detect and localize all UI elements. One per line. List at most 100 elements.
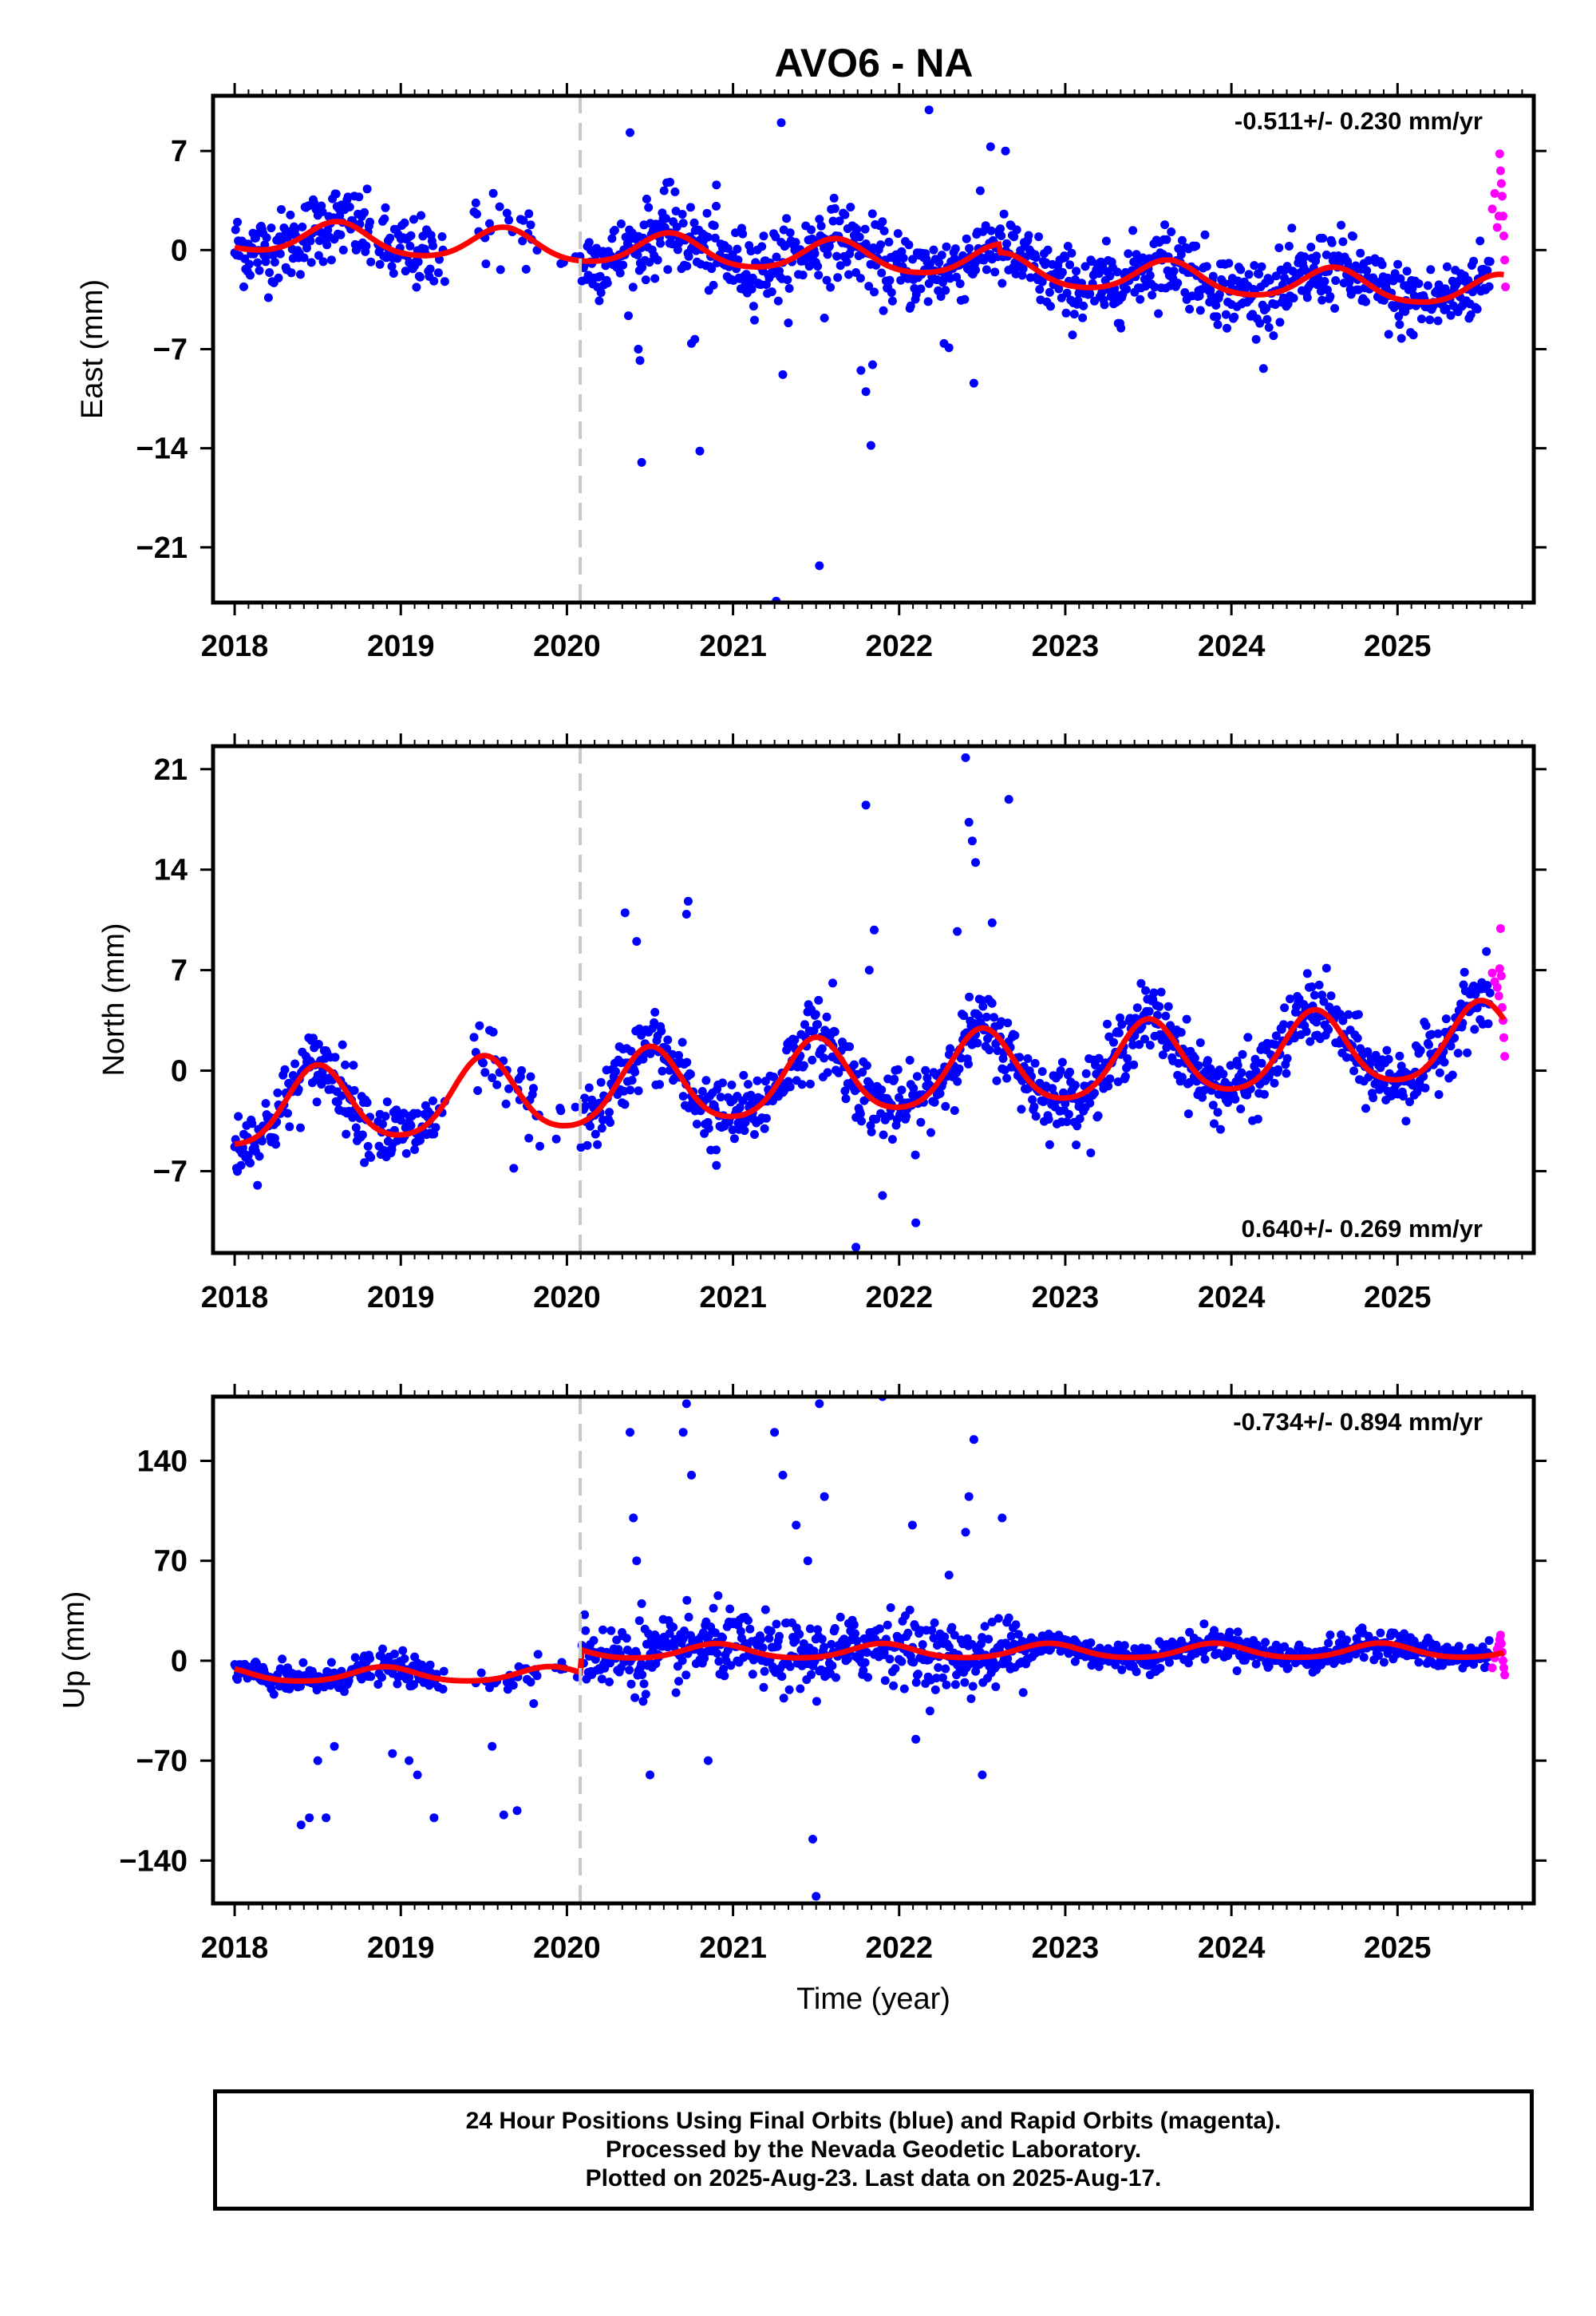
north-data-point <box>1259 1089 1269 1099</box>
east-data-point <box>244 259 254 269</box>
east-data-point <box>1425 315 1435 325</box>
east-data-point <box>1287 223 1297 233</box>
east-data-point <box>707 264 717 274</box>
east-data-point <box>1264 322 1274 332</box>
north-rate-label: 0.640+/- 0.269 mm/yr <box>1242 1215 1483 1243</box>
up-data-point <box>760 1605 770 1614</box>
north-data-point <box>283 1109 292 1118</box>
up-data-point <box>785 1662 795 1671</box>
east-data-point <box>798 271 808 280</box>
east-data-point <box>1061 308 1071 318</box>
up-outlier-point <box>330 1741 339 1751</box>
north-data-point <box>330 1053 340 1062</box>
east-data-point <box>239 282 248 291</box>
up-data-point <box>918 1640 927 1650</box>
north-data-point <box>535 1141 544 1151</box>
east-data-point <box>335 211 345 220</box>
north-data-point <box>1324 1025 1333 1034</box>
north-data-point <box>285 1122 294 1132</box>
east-data-point <box>668 239 677 249</box>
east-data-point <box>904 240 914 250</box>
east-data-point <box>1433 316 1443 326</box>
caption-line-1: 24 Hour Positions Using Final Orbits (bl… <box>465 2108 1282 2134</box>
up-data-point <box>947 1622 957 1632</box>
up-data-point <box>885 1654 895 1664</box>
north-data-point <box>674 1050 683 1060</box>
east-data-point <box>1283 299 1293 309</box>
north-data-point <box>363 1141 373 1151</box>
north-data-point <box>728 1125 737 1135</box>
north-data-point <box>820 1053 829 1063</box>
east-data-point <box>644 203 654 212</box>
north-data-point <box>1028 1095 1037 1105</box>
north-data-point <box>255 1152 264 1161</box>
east-data-point <box>1331 276 1341 285</box>
up-data-point <box>925 1706 934 1716</box>
north-data-point <box>1226 1061 1235 1070</box>
up-data-point <box>795 1630 804 1639</box>
north-data-point <box>1190 1053 1199 1063</box>
north-outlier-point <box>509 1164 519 1173</box>
north-data-point <box>1070 1081 1080 1090</box>
north-data-point <box>982 1012 991 1022</box>
north-data-point <box>1075 1114 1084 1124</box>
north-data-point <box>897 1085 907 1095</box>
north-outlier-point <box>961 753 970 762</box>
east-data-point <box>1160 220 1170 230</box>
east-data-point <box>1423 281 1432 290</box>
east-data-point <box>899 253 908 263</box>
north-data-point <box>805 1079 815 1089</box>
east-data-point <box>405 241 415 251</box>
east-data-point <box>1063 242 1073 251</box>
east-data-point <box>360 207 369 217</box>
north-data-point <box>1446 1041 1456 1051</box>
north-data-point <box>1302 969 1312 978</box>
up-data-point <box>889 1681 899 1690</box>
east-data-point <box>366 257 376 267</box>
up-data-point <box>897 1657 907 1666</box>
up-data-point <box>779 1694 788 1703</box>
east-data-point <box>429 241 437 251</box>
north-data-point <box>959 1011 969 1021</box>
north-x-tick-label: 2025 <box>1364 1281 1432 1314</box>
east-data-point <box>757 242 767 251</box>
east-data-point <box>814 271 824 280</box>
east-data-point <box>1469 256 1479 266</box>
east-plot-frame <box>211 93 1536 605</box>
east-data-point <box>1476 236 1485 246</box>
up-outlier-point <box>883 1620 892 1630</box>
north-data-point <box>1369 1093 1378 1103</box>
north-data-point <box>701 1076 711 1085</box>
north-outlier-point <box>851 1243 861 1252</box>
north-data-point <box>890 1074 899 1084</box>
east-data-point <box>524 209 534 219</box>
east-data-point <box>1384 330 1393 339</box>
up-outlier-point <box>529 1699 539 1709</box>
east-data-point <box>791 238 800 247</box>
east-y-tick-label: −14 <box>136 433 188 466</box>
north-data-point <box>253 1180 263 1190</box>
north-data-point <box>634 1086 643 1096</box>
north-data-point <box>1282 1069 1291 1078</box>
east-data-point <box>1128 226 1138 235</box>
east-data-point <box>1322 285 1332 294</box>
north-rapid-orbit-point <box>1495 924 1505 933</box>
up-data-point <box>713 1591 723 1600</box>
east-data-point <box>246 271 255 280</box>
north-data-point <box>1198 1093 1207 1102</box>
east-y-tick-label: −7 <box>153 334 188 367</box>
up-rapid-orbit-point <box>1500 1670 1510 1680</box>
up-data-point <box>296 1682 305 1691</box>
up-x-tick-label: 2025 <box>1364 1931 1432 1965</box>
up-outlier-point <box>944 1571 954 1580</box>
east-data-point <box>1037 277 1047 287</box>
up-data-point <box>1233 1627 1242 1637</box>
east-data-point <box>1280 273 1290 283</box>
east-data-point <box>518 236 527 246</box>
north-data-point <box>650 1007 660 1017</box>
east-data-point <box>1302 293 1312 302</box>
north-data-point <box>930 1097 939 1107</box>
up-outlier-point <box>803 1556 812 1566</box>
east-data-point <box>1169 267 1179 275</box>
